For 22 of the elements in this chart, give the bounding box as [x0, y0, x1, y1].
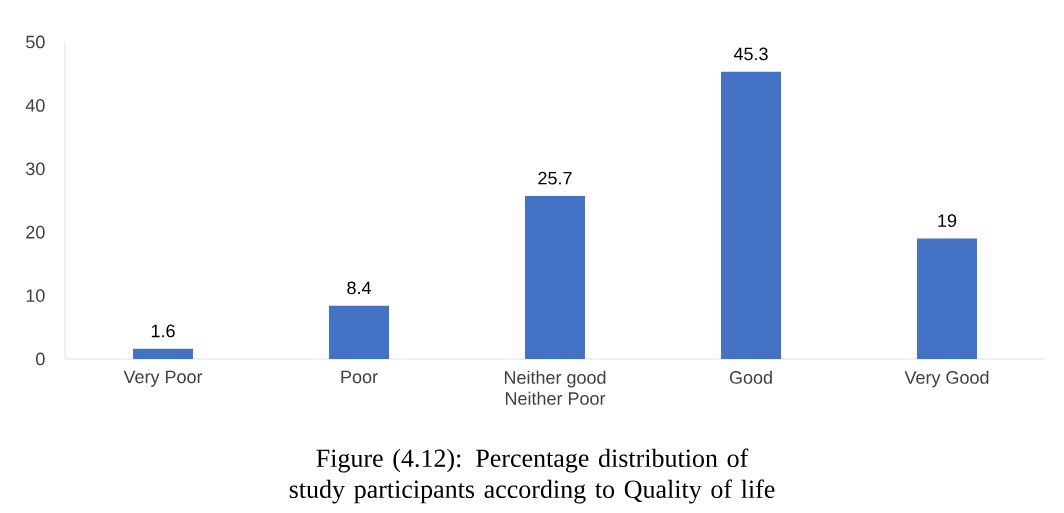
x-tick-label: Good — [729, 370, 772, 384]
bar — [133, 348, 194, 359]
x-tick-label: Neither good Neither Poor — [504, 370, 606, 405]
y-tick-label: 20 — [26, 225, 45, 239]
y-tick-label: 10 — [26, 289, 45, 302]
data-label: 19 — [938, 214, 957, 227]
bar — [525, 196, 586, 359]
text: Figure (4.12): Percentage distribution of study participants according to Quality of life — [289, 448, 775, 504]
y-tick-label: 40 — [25, 99, 45, 112]
data-label: 8.4 — [347, 281, 371, 295]
bar — [329, 305, 390, 359]
data-label: 25.7 — [538, 171, 572, 185]
bar — [917, 238, 977, 359]
y-tick-label: 0 — [36, 352, 45, 366]
bar — [721, 71, 781, 359]
x-tick-label: Very Poor — [123, 370, 203, 387]
x-tick-label: Poor — [341, 370, 378, 384]
y-tick-label: 50 — [26, 35, 45, 49]
data-label: 45.3 — [733, 47, 768, 61]
x-tick-label: Very Good — [904, 370, 989, 388]
y-tick-label: 30 — [26, 162, 45, 176]
data-label: 1.6 — [151, 324, 175, 338]
